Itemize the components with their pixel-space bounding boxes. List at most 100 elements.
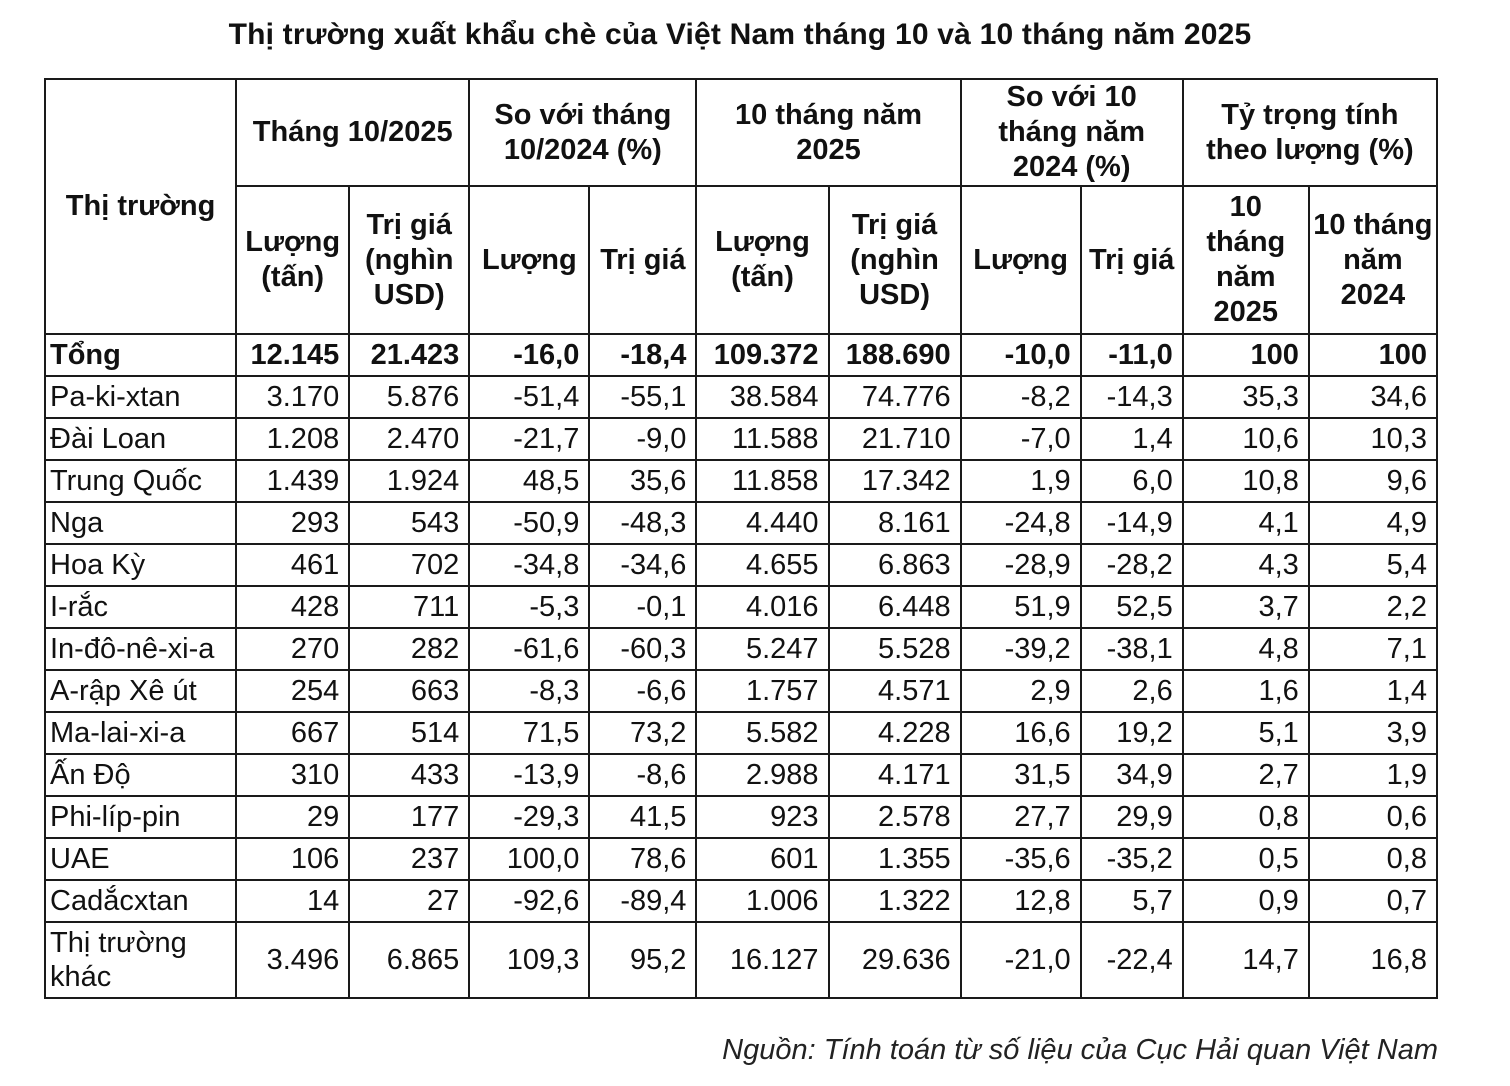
value-cell: -60,3 — [588, 627, 698, 671]
value-cell: 3.496 — [235, 921, 351, 999]
market-name-cell: Ma-lai-xi-a — [43, 711, 238, 755]
value-cell: -10,0 — [959, 333, 1082, 377]
value-cell: 4.171 — [827, 753, 962, 797]
value-cell: 601 — [695, 837, 830, 881]
value-cell: -50,9 — [468, 501, 591, 545]
value-cell: 237 — [348, 837, 471, 881]
subheader-volume-change: Lượng — [959, 185, 1082, 335]
value-cell: 51,9 — [959, 585, 1082, 629]
value-cell: 0,5 — [1181, 837, 1310, 881]
value-cell: 2,9 — [959, 669, 1082, 713]
value-cell: 5.528 — [827, 627, 962, 671]
value-cell: 0,6 — [1307, 795, 1439, 839]
value-cell: 100,0 — [468, 837, 591, 881]
value-cell: 41,5 — [588, 795, 698, 839]
value-cell: 5,1 — [1181, 711, 1310, 755]
value-cell: 177 — [348, 795, 471, 839]
value-cell: -38,1 — [1079, 627, 1184, 671]
value-cell: 29 — [235, 795, 351, 839]
value-cell: 3,7 — [1181, 585, 1310, 629]
value-cell: 254 — [235, 669, 351, 713]
value-cell: -11,0 — [1079, 333, 1184, 377]
value-cell: 5,4 — [1307, 543, 1439, 587]
value-cell: 1.924 — [348, 459, 471, 503]
value-cell: -14,3 — [1079, 375, 1184, 419]
value-cell: 2,2 — [1307, 585, 1439, 629]
market-name-cell: Phi-líp-pin — [43, 795, 238, 839]
market-name-cell: Tổng — [43, 333, 238, 377]
value-cell: -0,1 — [588, 585, 698, 629]
value-cell: 38.584 — [695, 375, 830, 419]
value-cell: 11.858 — [695, 459, 830, 503]
market-name-cell: Thị trường khác — [43, 921, 238, 999]
value-cell: -29,3 — [468, 795, 591, 839]
value-cell: 1,4 — [1307, 669, 1439, 713]
table-body: Tổng 12.145 21.423 -16,0 -18,4 109.372 188.690… — [43, 333, 1439, 999]
value-cell: 1.439 — [235, 459, 351, 503]
value-cell: 270 — [235, 627, 351, 671]
value-cell: 711 — [348, 585, 471, 629]
value-cell: 1,9 — [959, 459, 1082, 503]
value-cell: -39,2 — [959, 627, 1082, 671]
value-cell: 48,5 — [468, 459, 591, 503]
value-cell: 100 — [1307, 333, 1439, 377]
header-market: Thị trường — [43, 78, 238, 335]
value-cell: 73,2 — [588, 711, 698, 755]
table-row: Phi-líp-pin 29 177 -29,3 41,5 923 2.578 27,7 29,… — [43, 795, 1439, 839]
value-cell: 106 — [235, 837, 351, 881]
value-cell: -18,4 — [588, 333, 698, 377]
value-cell: 5.582 — [695, 711, 830, 755]
value-cell: 2,7 — [1181, 753, 1310, 797]
value-cell: 27,7 — [959, 795, 1082, 839]
value-cell: 4.016 — [695, 585, 830, 629]
value-cell: 14 — [235, 879, 351, 923]
value-cell: 35,3 — [1181, 375, 1310, 419]
value-cell: -35,2 — [1079, 837, 1184, 881]
value-cell: 6.863 — [827, 543, 962, 587]
value-cell: -51,4 — [468, 375, 591, 419]
value-cell: 95,2 — [588, 921, 698, 999]
header-10-months-2025: 10 tháng năm 2025 — [695, 78, 962, 187]
value-cell: -9,0 — [588, 417, 698, 461]
value-cell: 310 — [235, 753, 351, 797]
subheader-share-2025: 10 tháng năm 2025 — [1181, 185, 1310, 335]
value-cell: 1.355 — [827, 837, 962, 881]
value-cell: 2,6 — [1079, 669, 1184, 713]
table-row: Ma-lai-xi-a 667 514 71,5 73,2 5.582 4.228 16,6 1… — [43, 711, 1439, 755]
value-cell: 10,6 — [1181, 417, 1310, 461]
value-cell: -34,8 — [468, 543, 591, 587]
value-cell: 100 — [1181, 333, 1310, 377]
value-cell: 1.006 — [695, 879, 830, 923]
value-cell: -16,0 — [468, 333, 591, 377]
value-cell: -28,2 — [1079, 543, 1184, 587]
value-cell: 4,3 — [1181, 543, 1310, 587]
header-share-by-volume: Tỷ trọng tính theo lượng (%) — [1181, 78, 1439, 187]
value-cell: 1.322 — [827, 879, 962, 923]
value-cell: 514 — [348, 711, 471, 755]
value-cell: -89,4 — [588, 879, 698, 923]
subheader-volume: Lượng (tấn) — [695, 185, 830, 335]
table-row: Pa-ki-xtan 3.170 5.876 -51,4 -55,1 38.584 74.7… — [43, 375, 1439, 419]
value-cell: 3,9 — [1307, 711, 1439, 755]
value-cell: 433 — [348, 753, 471, 797]
value-cell: 663 — [348, 669, 471, 713]
subheader-value: Trị giá (nghìn USD) — [827, 185, 962, 335]
subheader-share-2024: 10 tháng năm 2024 — [1307, 185, 1439, 335]
value-cell: -8,3 — [468, 669, 591, 713]
value-cell: 5.876 — [348, 375, 471, 419]
value-cell: -7,0 — [959, 417, 1082, 461]
header-month-2025: Tháng 10/2025 — [235, 78, 471, 187]
value-cell: 34,6 — [1307, 375, 1439, 419]
value-cell: 543 — [348, 501, 471, 545]
value-cell: 923 — [695, 795, 830, 839]
export-table: Thị trường Tháng 10/2025 So với tháng 10… — [43, 78, 1439, 999]
table-row: Cadắcxtan 14 27 -92,6 -89,4 1.006 1.322 12,8 5,7… — [43, 879, 1439, 923]
market-name-cell: I-rắc — [43, 585, 238, 629]
subheader-value: Trị giá (nghìn USD) — [348, 185, 471, 335]
subheader-value-change: Trị giá — [1079, 185, 1184, 335]
value-cell: -21,7 — [468, 417, 591, 461]
value-cell: 188.690 — [827, 333, 962, 377]
value-cell: 282 — [348, 627, 471, 671]
value-cell: -34,6 — [588, 543, 698, 587]
table-row: Ấn Độ 310 433 -13,9 -8,6 2.988 4.171 31,5 34,9 2,… — [43, 753, 1439, 797]
